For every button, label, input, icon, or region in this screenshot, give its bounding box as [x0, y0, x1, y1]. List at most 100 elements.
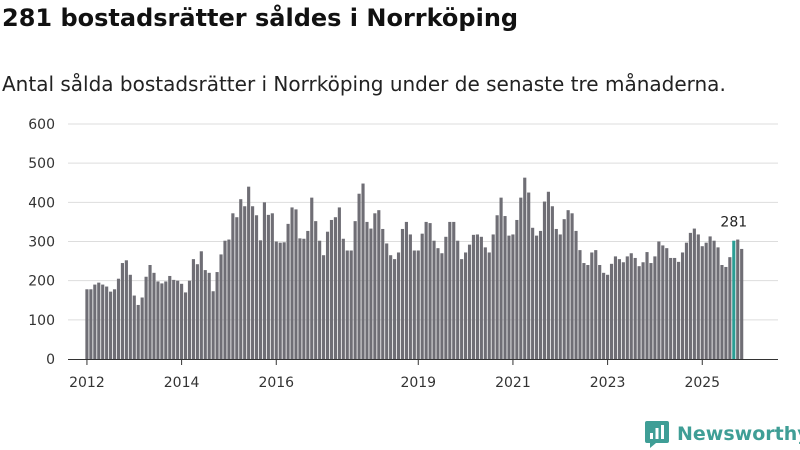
bar [278, 242, 282, 359]
bar [519, 197, 523, 359]
bar [341, 238, 345, 359]
bar [629, 253, 633, 359]
bar [180, 283, 184, 359]
bar [227, 239, 231, 359]
bar [420, 233, 424, 359]
bar [353, 221, 357, 359]
bar [432, 240, 436, 359]
bar [329, 219, 334, 359]
bar [444, 236, 448, 359]
bar [302, 238, 306, 359]
bar [606, 274, 610, 359]
bar [215, 272, 219, 359]
bar [538, 230, 543, 359]
bar [661, 245, 665, 359]
bar [495, 215, 499, 359]
bar [156, 281, 160, 359]
bar [692, 228, 696, 359]
x-tick-label: 2019 [400, 375, 436, 391]
x-tick-label: 2016 [258, 375, 294, 391]
bar [625, 256, 629, 359]
bar [487, 252, 491, 359]
bar [428, 223, 432, 359]
bar [436, 248, 440, 359]
bar [381, 228, 385, 359]
bar [440, 253, 444, 359]
bar [471, 234, 476, 359]
bar [322, 255, 326, 359]
bar [97, 282, 101, 359]
bar [542, 201, 547, 359]
bar [408, 234, 412, 359]
bar [160, 283, 164, 359]
bar [424, 221, 428, 359]
bar [266, 214, 270, 359]
bar [574, 230, 578, 359]
data-label: 281 [720, 215, 747, 231]
bar [452, 221, 456, 359]
bar [669, 257, 673, 359]
bar [199, 251, 203, 359]
bar [140, 297, 144, 359]
chart-title: 281 bostadsrätter såldes i Norrköping [2, 4, 519, 32]
bar [582, 263, 586, 359]
y-tick-label: 400 [28, 195, 55, 211]
bar [101, 284, 105, 359]
bar [282, 242, 286, 359]
bar [503, 216, 507, 359]
bar [231, 213, 235, 359]
bar [645, 252, 649, 359]
bar [617, 259, 621, 359]
bar [562, 219, 566, 359]
bar [385, 243, 389, 359]
bar [207, 272, 211, 359]
bar [235, 217, 239, 359]
bar [558, 234, 562, 359]
bar [286, 223, 290, 359]
bar [270, 213, 274, 359]
bar [456, 240, 460, 359]
bar [191, 259, 196, 359]
bar [416, 250, 420, 359]
bar [144, 276, 148, 359]
bar [89, 289, 93, 359]
bar [337, 207, 341, 359]
bar-chart: 0 100 200 300 400 500 600 2012 2014 2016 2019 2021… [28, 117, 778, 391]
y-tick-label: 300 [28, 235, 55, 251]
bar [684, 242, 689, 359]
bar [716, 247, 720, 359]
bar [688, 232, 692, 359]
bar [680, 252, 685, 359]
bar [290, 207, 294, 359]
bar [333, 217, 337, 359]
bar [109, 291, 113, 359]
brand-name: Newsworthy [677, 423, 800, 445]
bar [657, 241, 661, 359]
bar [152, 272, 156, 359]
bar [365, 221, 369, 359]
bar [262, 202, 266, 359]
bar [124, 260, 128, 359]
bar [499, 197, 503, 359]
y-tick-label: 100 [28, 313, 55, 329]
newsworthy-logo-icon [645, 421, 669, 448]
y-tick-label: 200 [28, 274, 55, 290]
bar [570, 213, 574, 359]
bar [116, 278, 121, 359]
bar [515, 219, 519, 359]
bar [274, 241, 278, 359]
bar [128, 274, 132, 359]
bar [349, 250, 353, 359]
bar [112, 289, 117, 359]
bar [361, 183, 365, 359]
bar [546, 191, 550, 359]
bar [724, 266, 728, 359]
bar [310, 197, 314, 359]
bar [586, 265, 590, 359]
bar [314, 221, 318, 359]
bar [211, 291, 215, 359]
bar [550, 206, 554, 359]
bar [740, 248, 744, 359]
bar [598, 265, 602, 359]
bar [700, 246, 704, 359]
